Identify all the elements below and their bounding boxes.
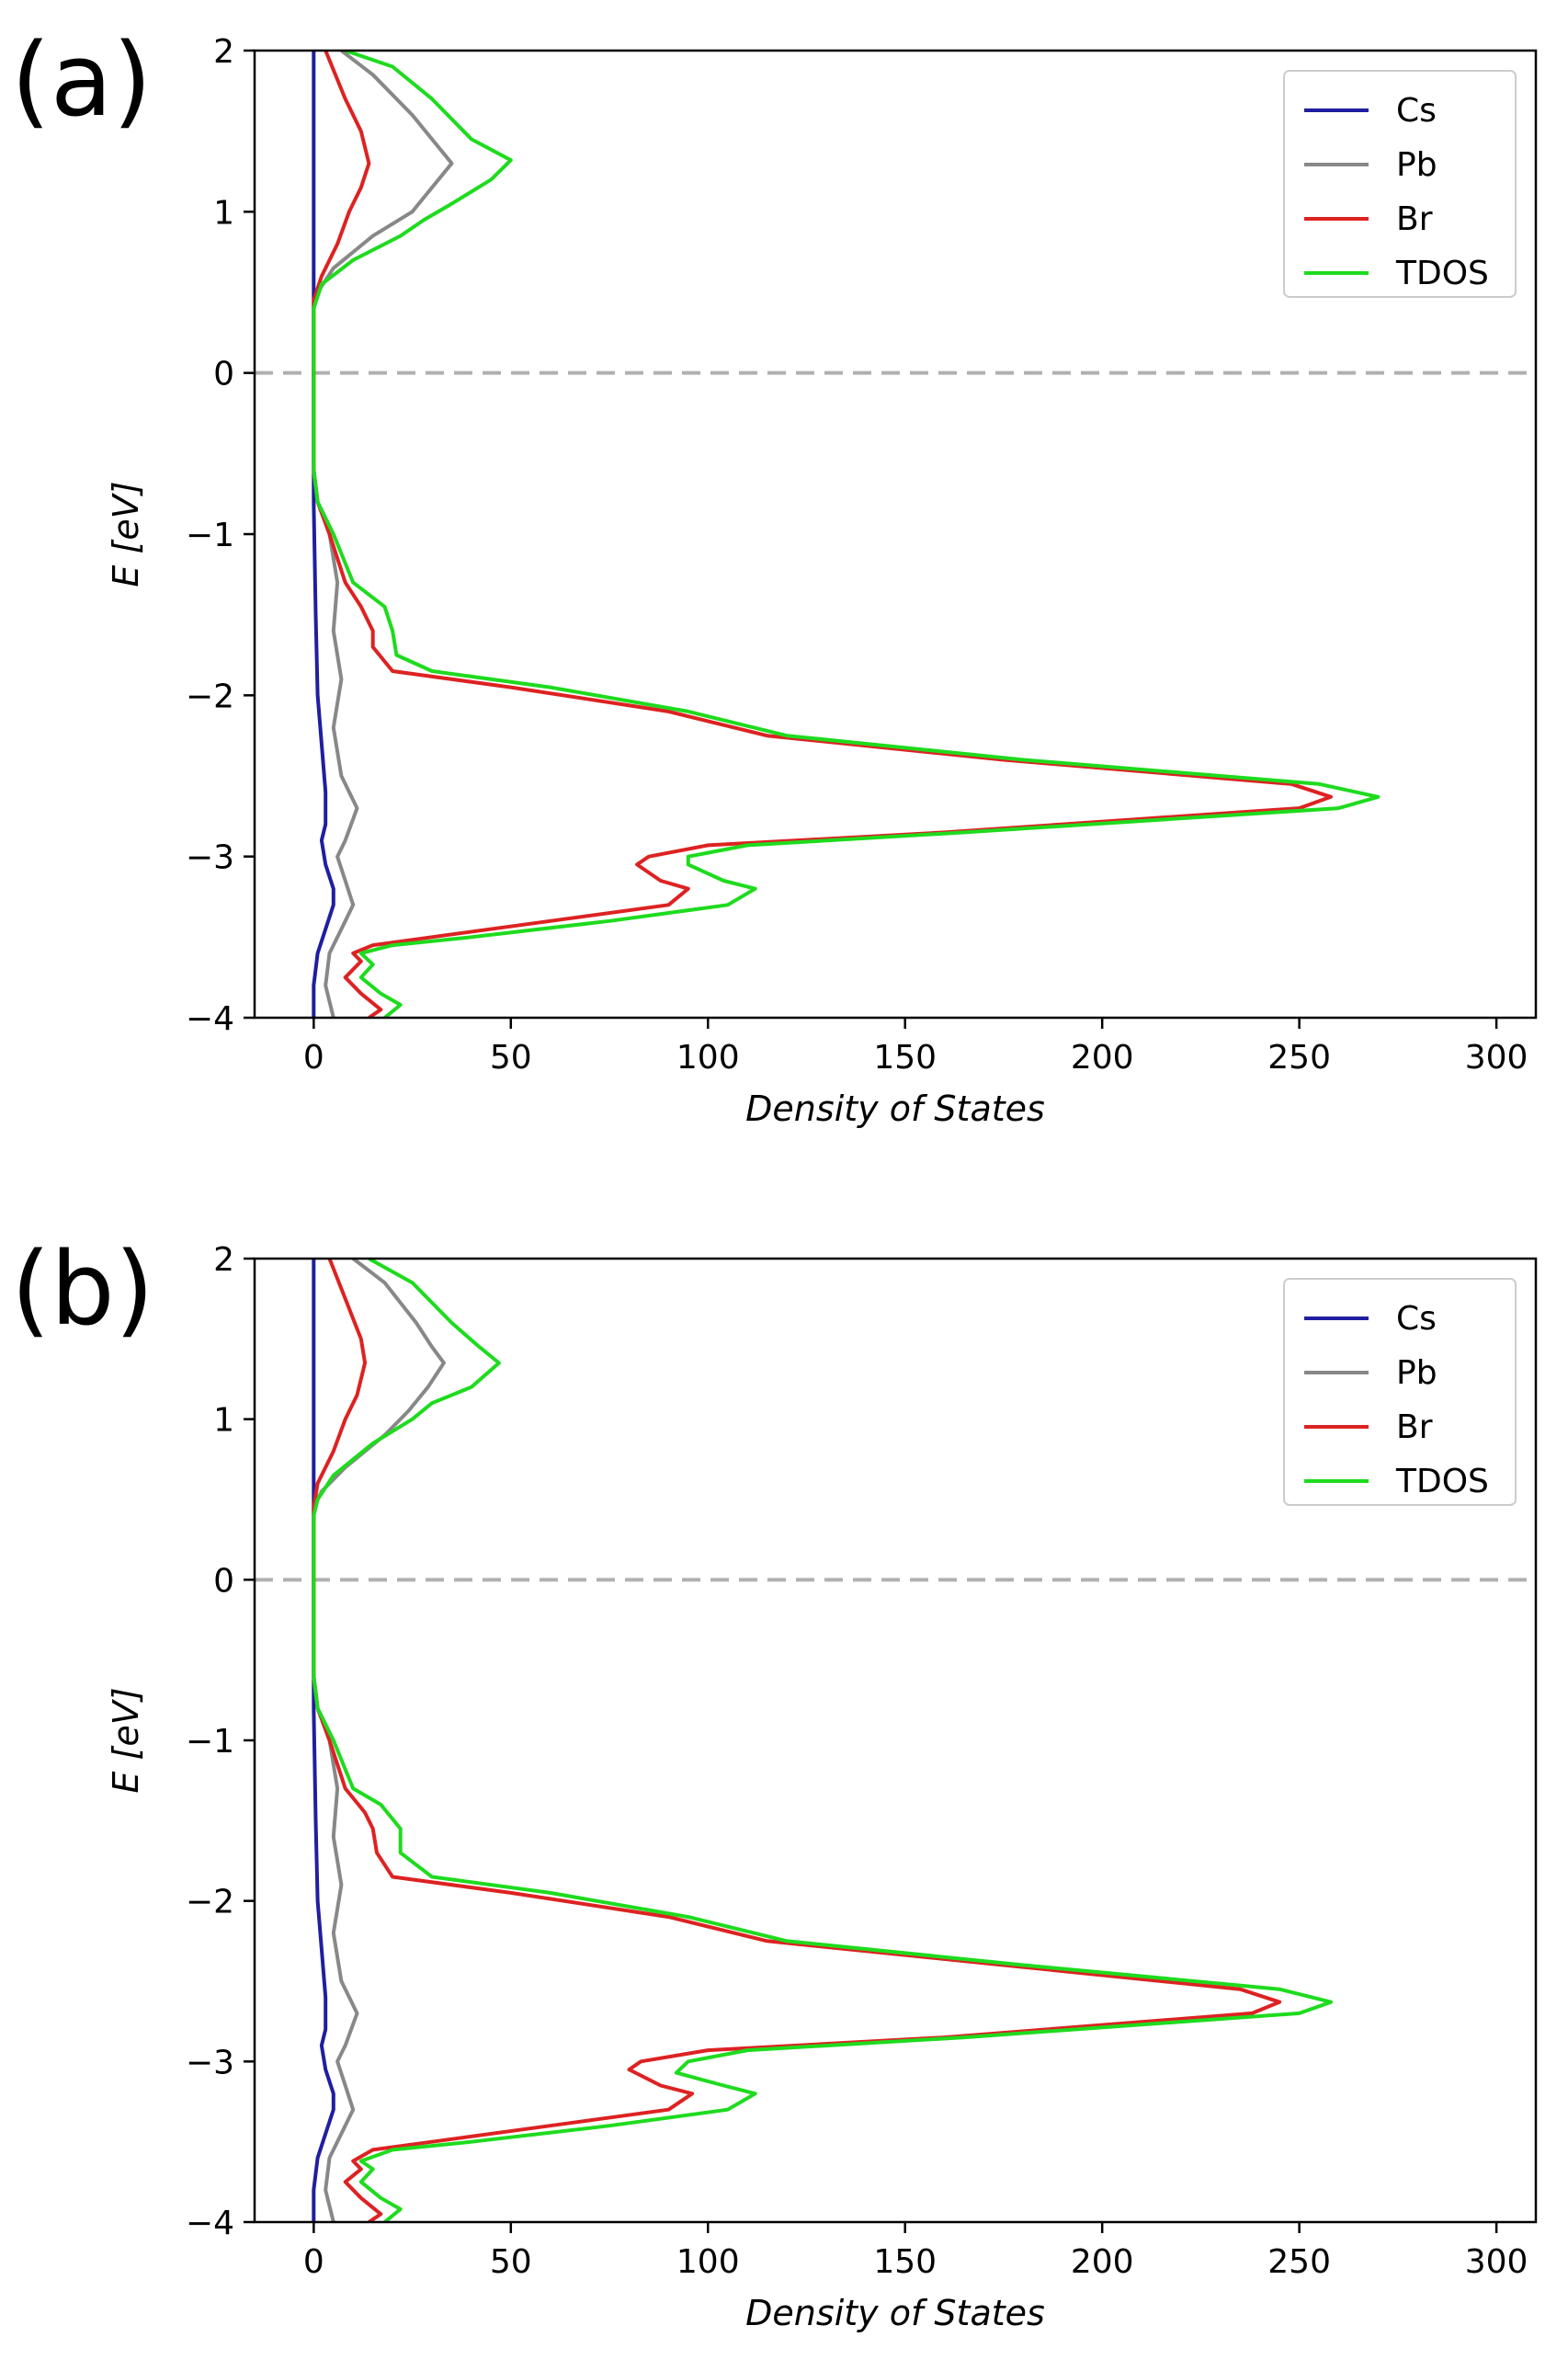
series-line-pb [312,1259,446,2222]
x-tick-label: 50 [490,2243,532,2281]
x-tick-label: 100 [676,1039,740,1077]
y-tick-label: 1 [213,194,234,232]
y-tick-label: 2 [213,1241,234,1279]
y-tick-label: 0 [213,356,234,393]
y-tick-label: −3 [186,2044,234,2081]
legend-box [1283,1278,1517,1506]
y-tick-label: 1 [213,1402,234,1440]
x-tick-label: 300 [1465,2243,1528,2281]
chart-panel-a: (a) 0 50 100 150 200 250 300 2 1 0 −1 −2 −3 −4 Density … [11,21,1538,1129]
x-tick-label: 300 [1465,1039,1528,1077]
series-line-br [312,51,1333,1018]
x-tick-label: 100 [676,2243,740,2281]
y-tick-label: −1 [186,1723,234,1761]
x-tick-label: 250 [1267,1039,1331,1077]
y-tick-label: −1 [186,517,234,554]
chart-panel-b: (b) 0 50 100 150 200 250 300 2 1 0 −1 −2 −3 −4 Density … [11,1230,1538,2333]
y-tick-label: 2 [213,33,234,71]
x-tick-label: 250 [1267,2243,1331,2281]
legend-label-br: Br [1396,200,1433,238]
x-axis-label: Density of States [745,2293,1045,2333]
x-tick-label: 50 [490,1039,532,1077]
legend-label-br: Br [1396,1408,1433,1446]
y-tick-label: 0 [213,1562,234,1600]
y-tick-label: −4 [186,2205,234,2242]
y-axis-label: E [eV] [106,1687,146,1793]
y-tick-label: −3 [186,839,234,877]
legend-label-cs: Cs [1396,1300,1437,1338]
legend: Cs Pb Br TDOS [1283,70,1517,298]
y-tick-label: −2 [186,1884,234,1921]
panel-label: (a) [11,21,152,139]
panel-label: (b) [11,1230,154,1348]
legend-box [1283,70,1517,298]
legend-label-pb: Pb [1396,1354,1437,1392]
x-axis-label: Density of States [745,1089,1045,1129]
series-line-tdos [312,1259,1333,2222]
series-line-tdos [312,51,1381,1018]
x-tick-label: 150 [873,2243,937,2281]
y-axis-label: E [eV] [106,481,146,587]
x-tick-label: 150 [873,1039,937,1077]
series-line-pb [312,51,454,1018]
x-tick-label: 200 [1071,2243,1134,2281]
series-line-br [312,1259,1282,2222]
x-tick-label: 200 [1071,1039,1134,1077]
legend-label-tdos: TDOS [1395,255,1489,292]
legend-label-cs: Cs [1396,92,1437,130]
legend: Cs Pb Br TDOS [1283,1278,1517,1506]
x-tick-label: 0 [303,1039,324,1077]
legend-label-pb: Pb [1396,146,1437,184]
legend-label-tdos: TDOS [1395,1463,1489,1500]
x-tick-label: 0 [303,2243,324,2281]
y-tick-label: −2 [186,678,234,715]
y-tick-label: −4 [186,1000,234,1038]
